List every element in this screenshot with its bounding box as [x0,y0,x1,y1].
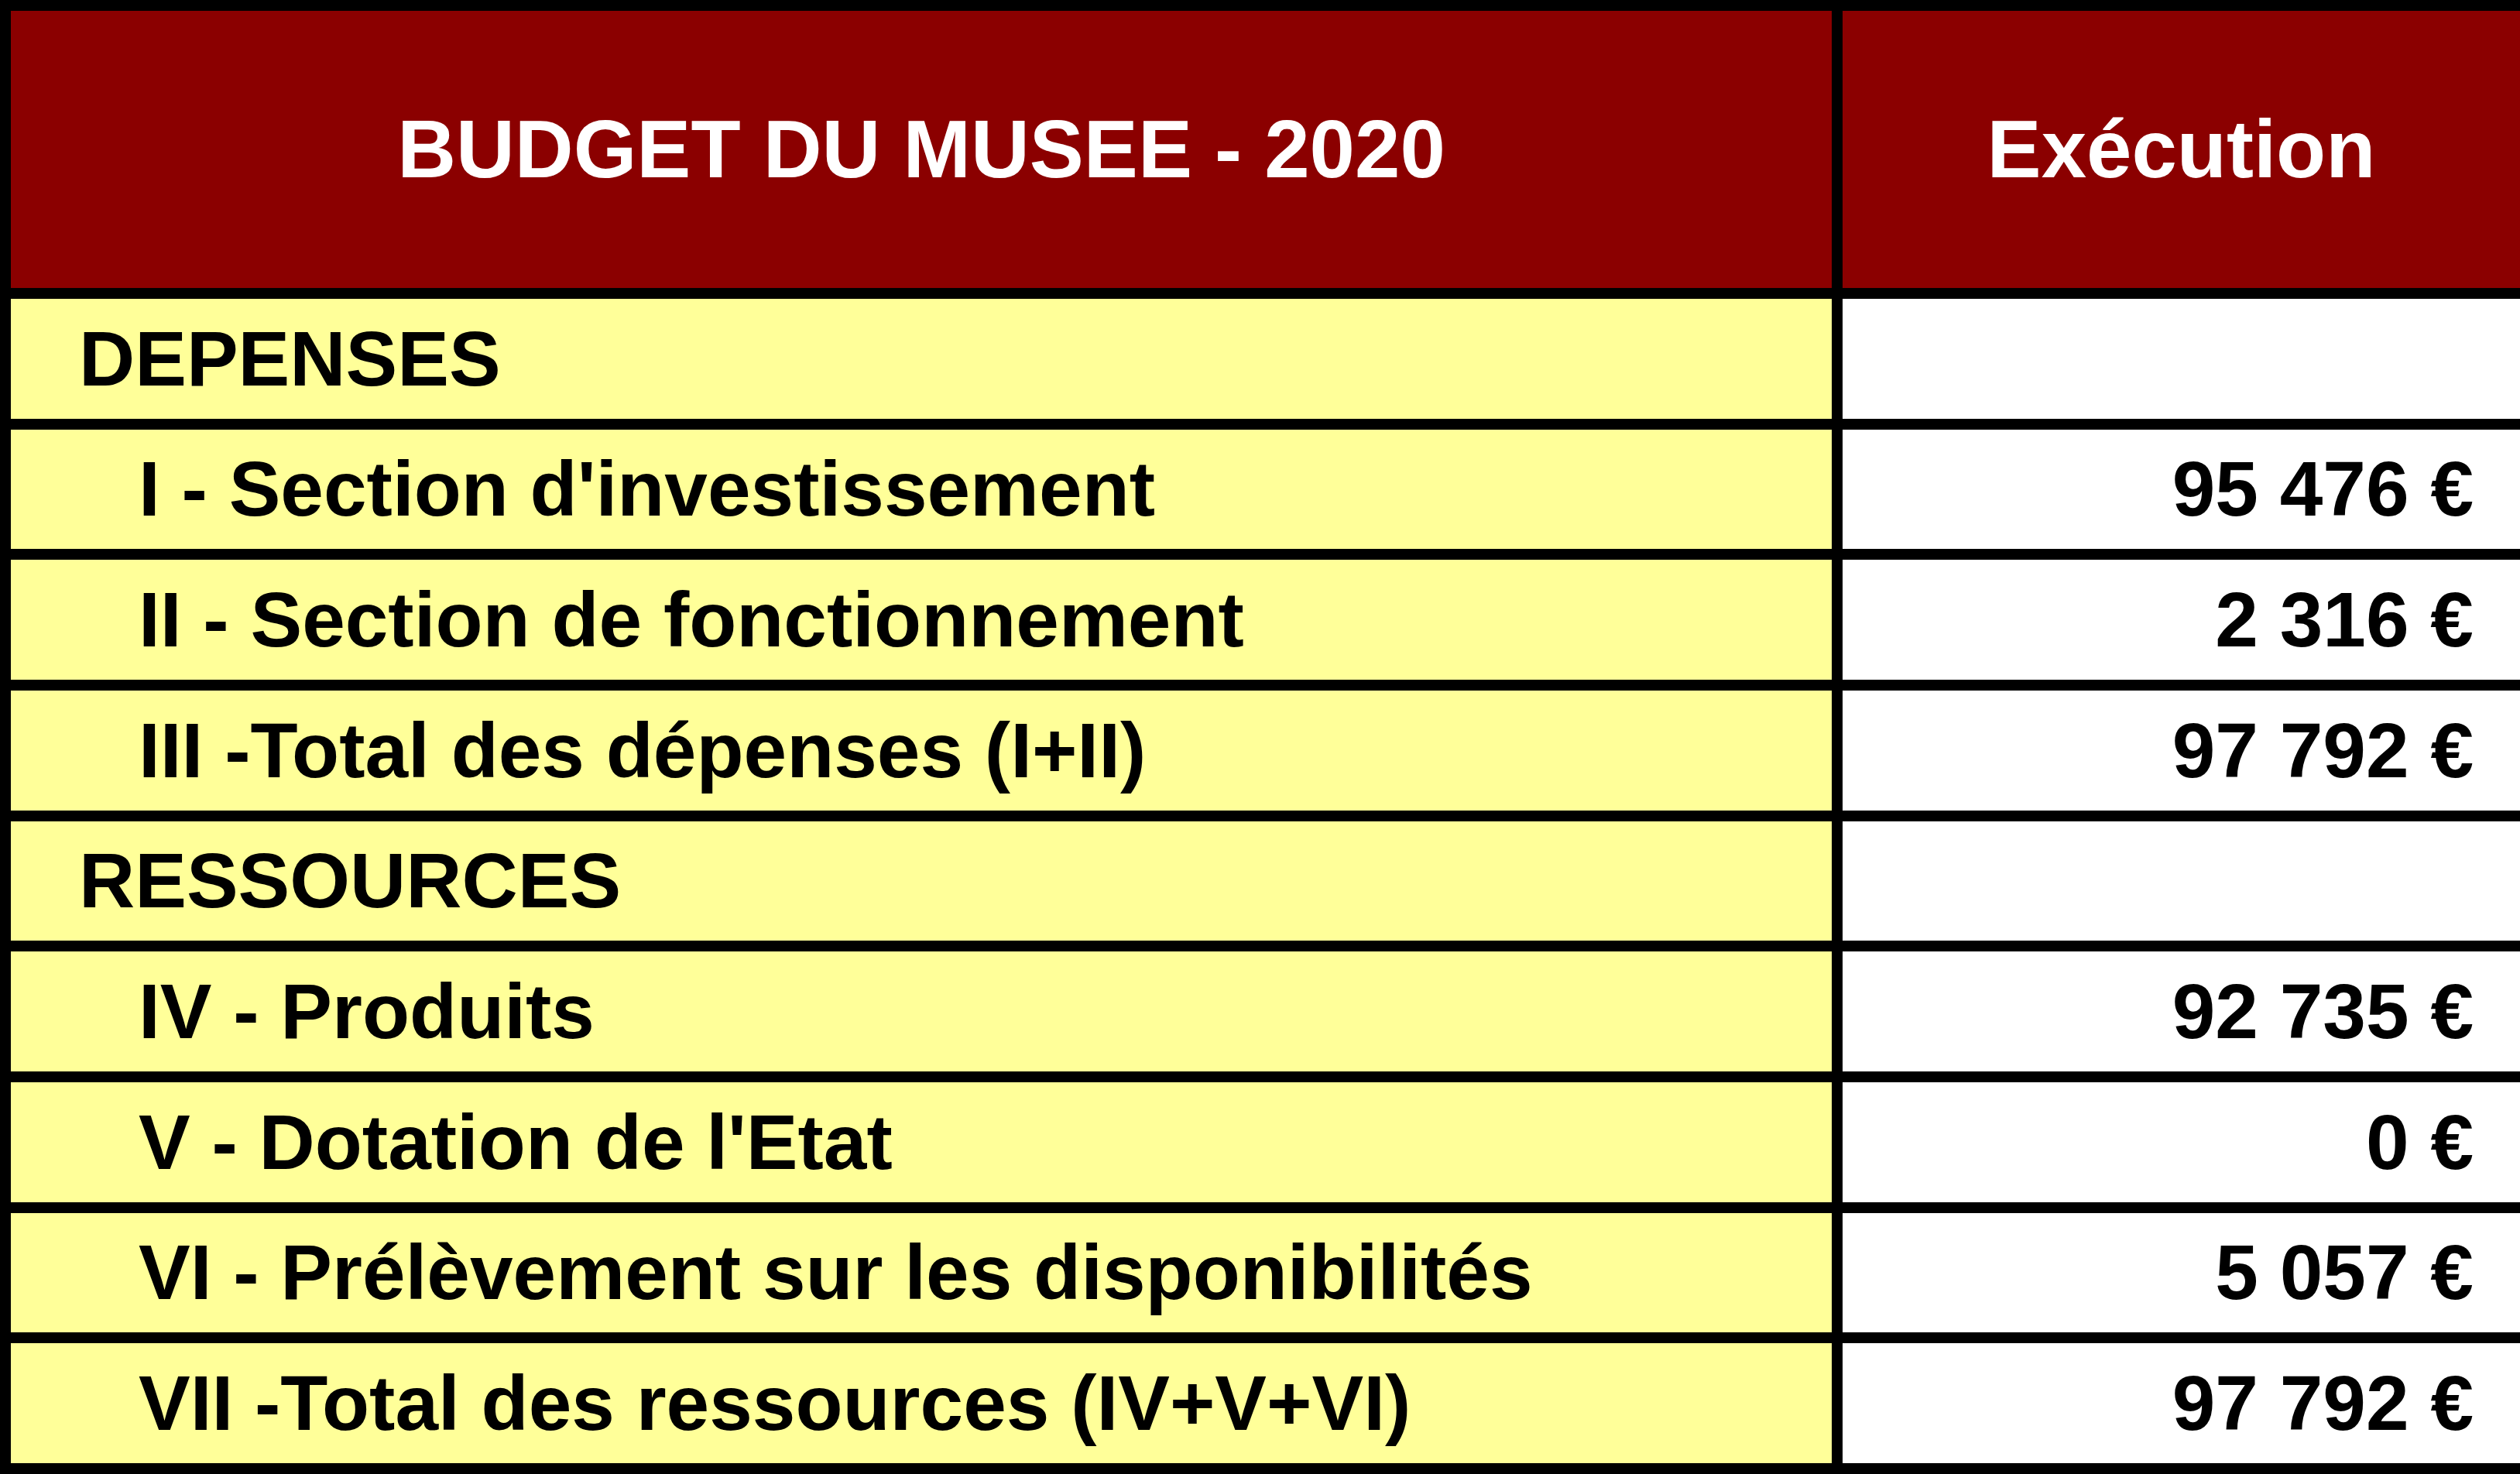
row-label-dotation-etat: V - Dotation de l'Etat [5,1077,1837,1208]
row-label-ressources: RESSOURCES [5,816,1837,947]
row-label-section-investissement: I - Section d'investissement [5,424,1837,555]
table-row-total-ressources: VII -Total des ressources (IV+V+VI) 97 7… [5,1338,2520,1469]
row-label-produits: IV - Produits [5,946,1837,1077]
row-value-dotation-etat: 0 € [1837,1077,2520,1208]
row-label-total-ressources: VII -Total des ressources (IV+V+VI) [5,1338,1837,1469]
execution-column-header: Exécution [1837,5,2520,293]
table-title: BUDGET DU MUSEE - 2020 [5,5,1837,293]
row-value-total-depenses: 97 792 € [1837,685,2520,816]
row-label-section-fonctionnement: II - Section de fonctionnement [5,554,1837,685]
row-label-prelevement-disponibilites: VI - Prélèvement sur les disponibilités [5,1208,1837,1339]
table-row-ressources: RESSOURCES [5,816,2520,947]
row-value-ressources [1837,816,2520,947]
table-row-produits: IV - Produits 92 735 € [5,946,2520,1077]
row-value-prelevement-disponibilites: 5 057 € [1837,1208,2520,1339]
row-label-depenses: DEPENSES [5,293,1837,424]
row-value-section-fonctionnement: 2 316 € [1837,554,2520,685]
row-value-total-ressources: 97 792 € [1837,1338,2520,1469]
row-label-total-depenses: III -Total des dépenses (I+II) [5,685,1837,816]
row-value-produits: 92 735 € [1837,946,2520,1077]
row-value-section-investissement: 95 476 € [1837,424,2520,555]
table-row-section-investissement: I - Section d'investissement 95 476 € [5,424,2520,555]
table-header-row: BUDGET DU MUSEE - 2020 Exécution [5,5,2520,293]
budget-table: BUDGET DU MUSEE - 2020 Exécution DEPENSE… [0,0,2520,1474]
table-row-total-depenses: III -Total des dépenses (I+II) 97 792 € [5,685,2520,816]
table-row-section-fonctionnement: II - Section de fonctionnement 2 316 € [5,554,2520,685]
table-row-dotation-etat: V - Dotation de l'Etat 0 € [5,1077,2520,1208]
table-row-depenses: DEPENSES [5,293,2520,424]
row-value-depenses [1837,293,2520,424]
table-row-prelevement-disponibilites: VI - Prélèvement sur les disponibilités … [5,1208,2520,1339]
